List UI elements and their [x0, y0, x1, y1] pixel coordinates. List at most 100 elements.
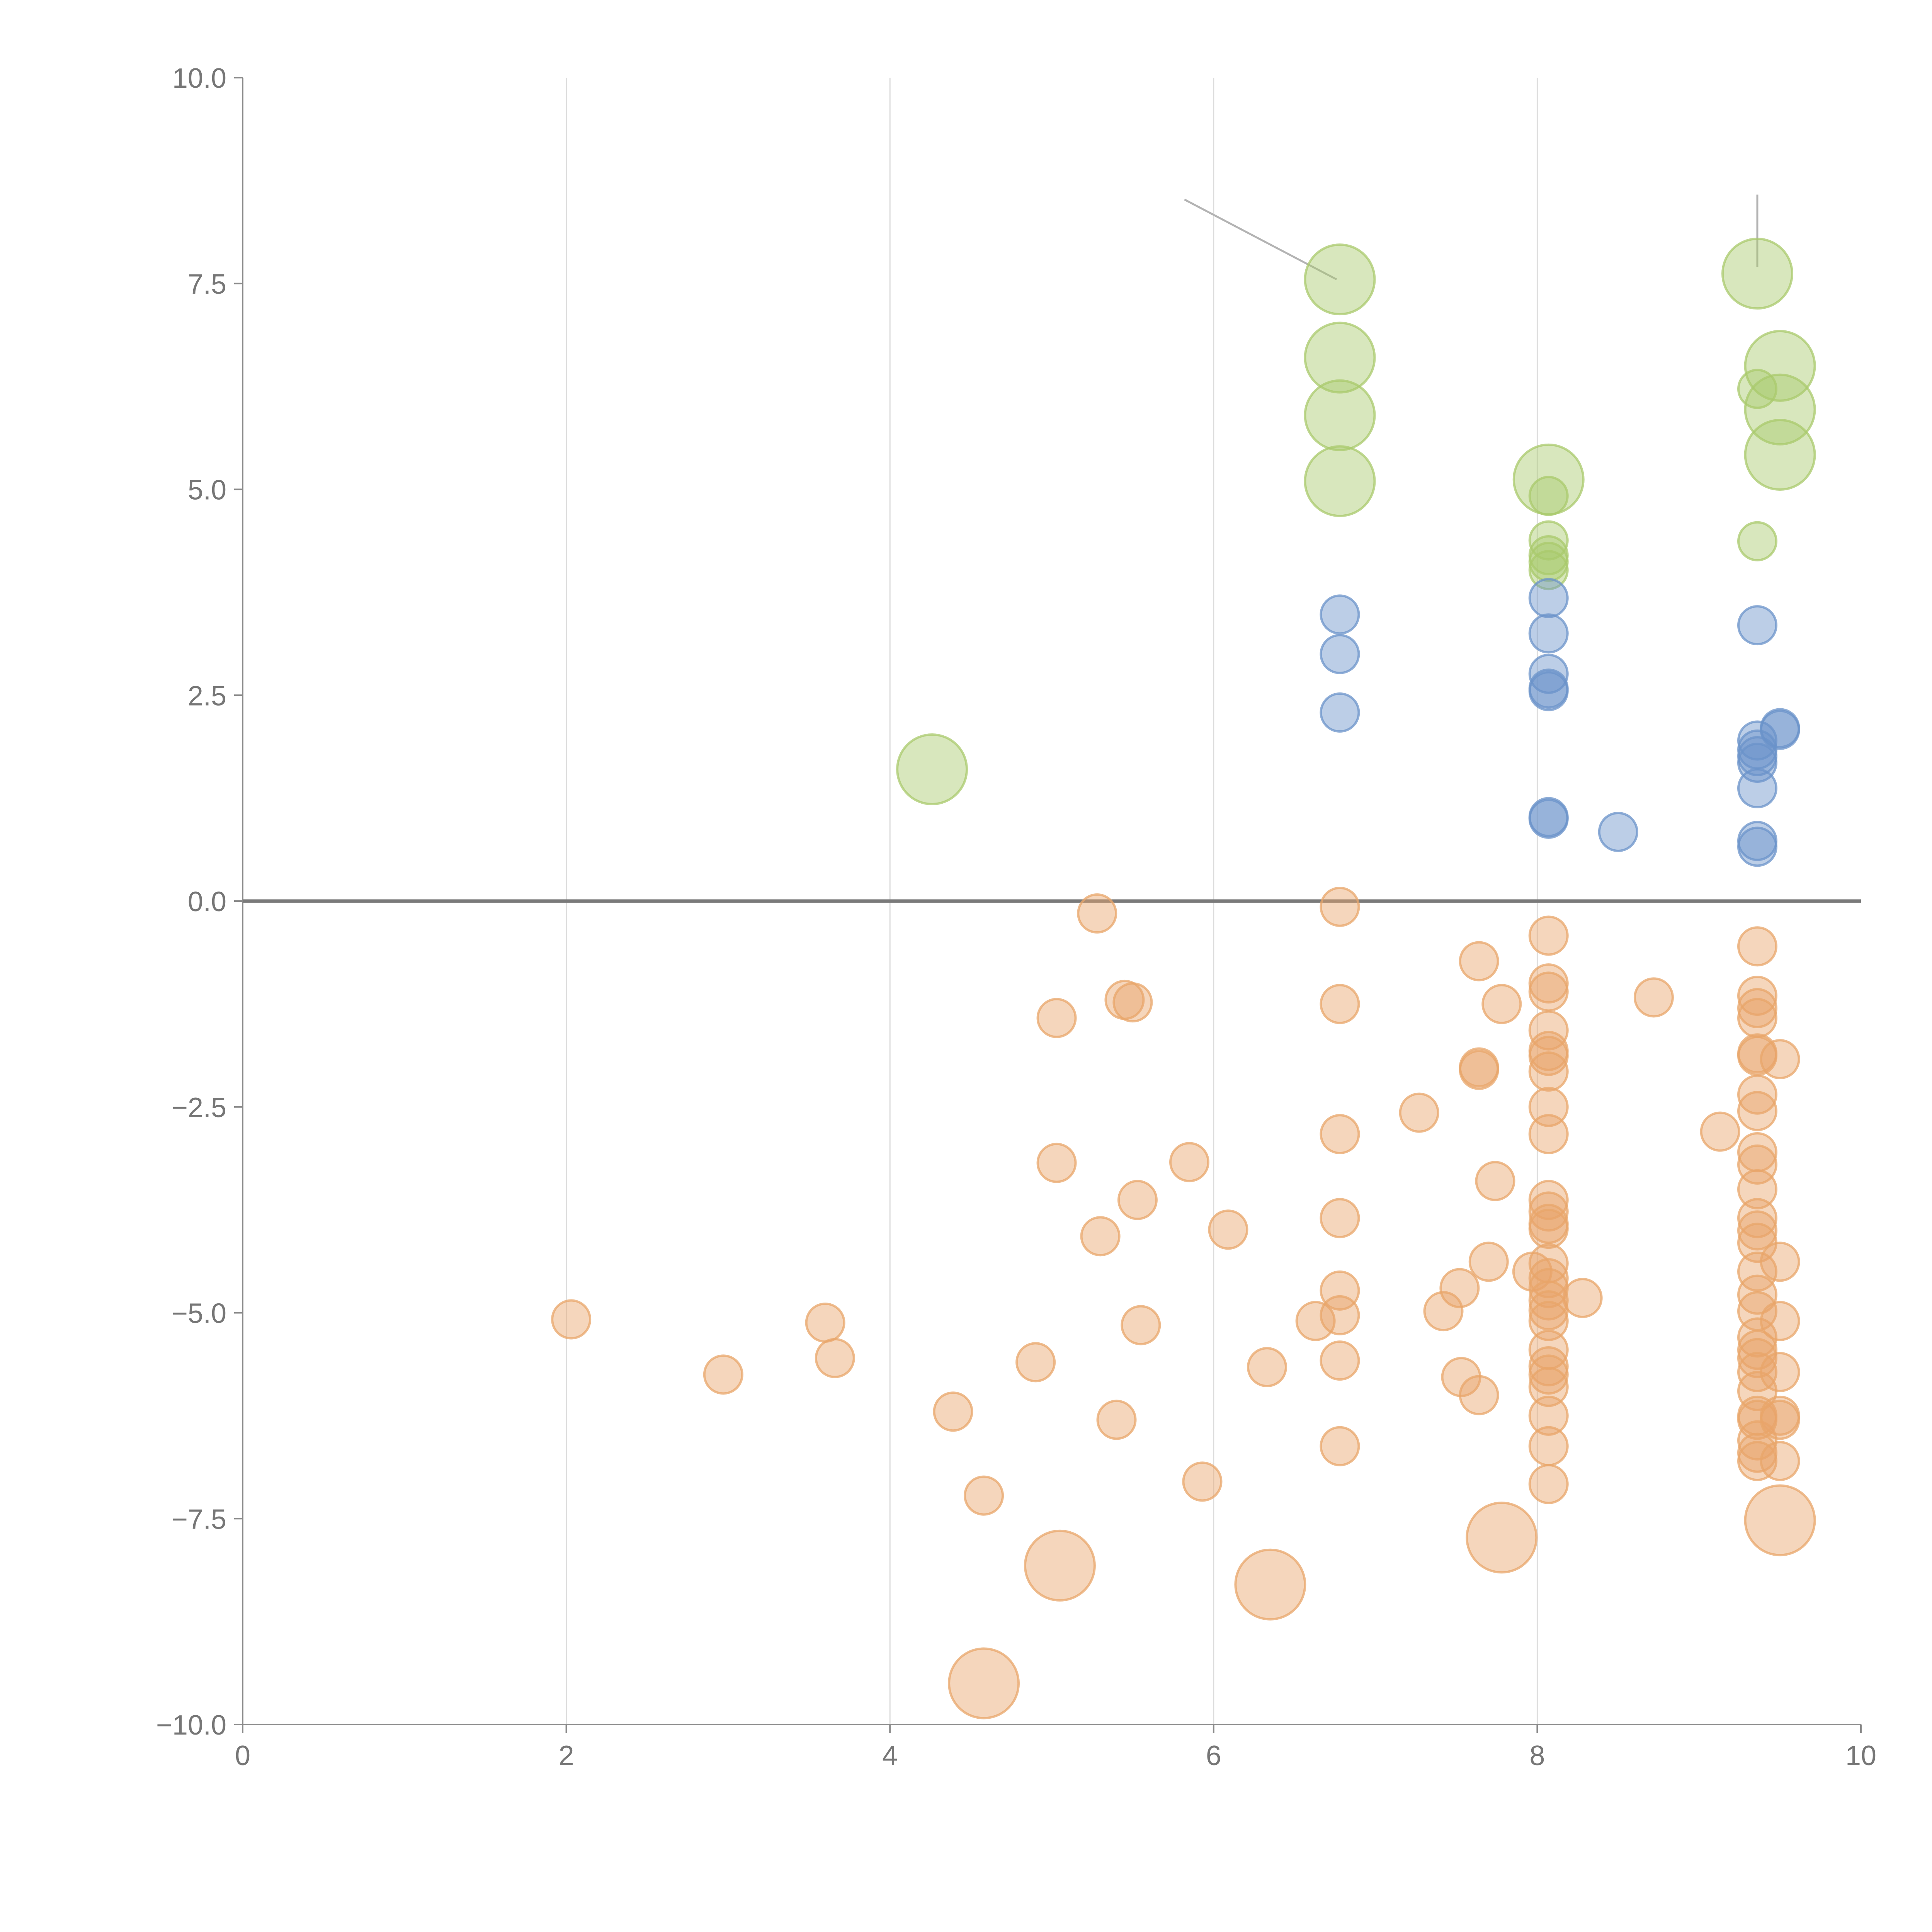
orange-point [1036, 998, 1077, 1038]
orange-point [1208, 1209, 1248, 1250]
x-tick-label: 2 [559, 1740, 574, 1771]
orange-point [1121, 1305, 1161, 1345]
orange-point [1459, 941, 1499, 981]
blue-point [1528, 671, 1569, 711]
blue-point [1320, 634, 1360, 674]
orange-point [805, 1303, 845, 1343]
orange-point [1528, 1426, 1569, 1466]
orange-point [1562, 1278, 1603, 1318]
orange-point [1320, 886, 1360, 927]
orange-point [1112, 982, 1153, 1023]
y-tick-label: −5.0 [172, 1298, 226, 1329]
orange-point [1528, 1051, 1569, 1092]
green-point [1737, 369, 1777, 409]
orange-point [1737, 976, 1777, 1016]
orange-point [1024, 1529, 1096, 1602]
orange-point [1169, 1142, 1209, 1182]
orange-point [1737, 1210, 1777, 1251]
orange-point [1760, 1301, 1800, 1341]
orange-point [1737, 1251, 1777, 1292]
y-tick-label: 2.5 [188, 680, 226, 711]
green-point [1744, 373, 1816, 446]
orange-point [1481, 984, 1522, 1024]
orange-point [1096, 1400, 1137, 1440]
orange-point [1760, 1352, 1800, 1392]
orange-point [1528, 1367, 1569, 1407]
y-tick-label: 7.5 [188, 269, 226, 300]
orange-point [551, 1299, 592, 1340]
orange-point [1528, 971, 1569, 1012]
orange-point [1700, 1111, 1740, 1152]
orange-point [1459, 1375, 1499, 1415]
green-point [1744, 418, 1816, 491]
blue-point [1737, 605, 1777, 646]
y-tick-label: 5.0 [188, 475, 226, 506]
orange-point [1247, 1347, 1287, 1388]
y-tick-label: −10.0 [156, 1710, 226, 1741]
orange-point [1737, 1420, 1777, 1461]
blue-point [1320, 594, 1360, 635]
x-tick-label: 8 [1529, 1740, 1545, 1771]
orange-point [1737, 1274, 1777, 1315]
orange-point [1459, 1049, 1499, 1090]
points-layer [551, 238, 1816, 1719]
orange-point [1320, 984, 1360, 1024]
green-point [1304, 321, 1376, 394]
green-point [1304, 379, 1376, 451]
orange-point [1528, 1258, 1569, 1298]
blue-point [1528, 578, 1569, 618]
orange-point [1080, 1216, 1121, 1257]
orange-point [815, 1338, 855, 1378]
green-point [1744, 330, 1816, 402]
orange-point [1015, 1342, 1056, 1383]
orange-point [1320, 1340, 1360, 1381]
orange-point [1760, 1039, 1800, 1080]
orange-point [933, 1391, 973, 1432]
orange-point [1528, 1280, 1569, 1321]
orange-point [1528, 1209, 1569, 1249]
blue-point [1598, 811, 1638, 852]
blue-point [1528, 613, 1569, 654]
orange-point [1737, 926, 1777, 967]
orange-point [1468, 1242, 1509, 1282]
blue-point [1737, 827, 1777, 867]
orange-point [1439, 1268, 1480, 1308]
orange-point [1475, 1161, 1515, 1201]
orange-point [1182, 1461, 1223, 1502]
y-tick-label: 10.0 [172, 63, 226, 94]
orange-point [1737, 1091, 1777, 1131]
orange-point [1528, 1036, 1569, 1076]
orange-point [1528, 1191, 1569, 1232]
orange-point [1528, 1301, 1569, 1341]
orange-point [1737, 1441, 1777, 1481]
orange-point [1737, 998, 1777, 1038]
blue-point [1528, 798, 1569, 839]
x-tick-label: 0 [235, 1740, 250, 1771]
orange-point [1760, 1400, 1800, 1440]
orange-point [1760, 1441, 1800, 1481]
orange-point [1737, 988, 1777, 1029]
y-tick-label: −2.5 [172, 1092, 226, 1123]
blue-point [1528, 653, 1569, 694]
orange-point [1295, 1301, 1336, 1341]
tick-label-layer: 0 2 4 6 8 10 10.0 7.5 5.0 2.5 0.0 −2.5 −5.0 −7.5 −10.0 [156, 63, 1876, 1771]
orange-point [1528, 1395, 1569, 1436]
green-point [1304, 445, 1376, 517]
y-tick-label: 0.0 [188, 886, 226, 917]
orange-point [1320, 1114, 1360, 1155]
orange-point [1466, 1502, 1538, 1574]
x-tick-label: 6 [1206, 1740, 1221, 1771]
orange-point [964, 1475, 1004, 1516]
orange-point [1117, 1180, 1158, 1220]
blue-point [1760, 709, 1800, 750]
orange-point [1528, 915, 1569, 956]
orange-point [1737, 1169, 1777, 1209]
orange-point [1737, 1317, 1777, 1358]
orange-point [1528, 1290, 1569, 1331]
annotation-layer [1184, 194, 1759, 281]
orange-point [1320, 1295, 1360, 1335]
orange-point [1528, 1354, 1569, 1395]
green-point [1721, 238, 1793, 310]
